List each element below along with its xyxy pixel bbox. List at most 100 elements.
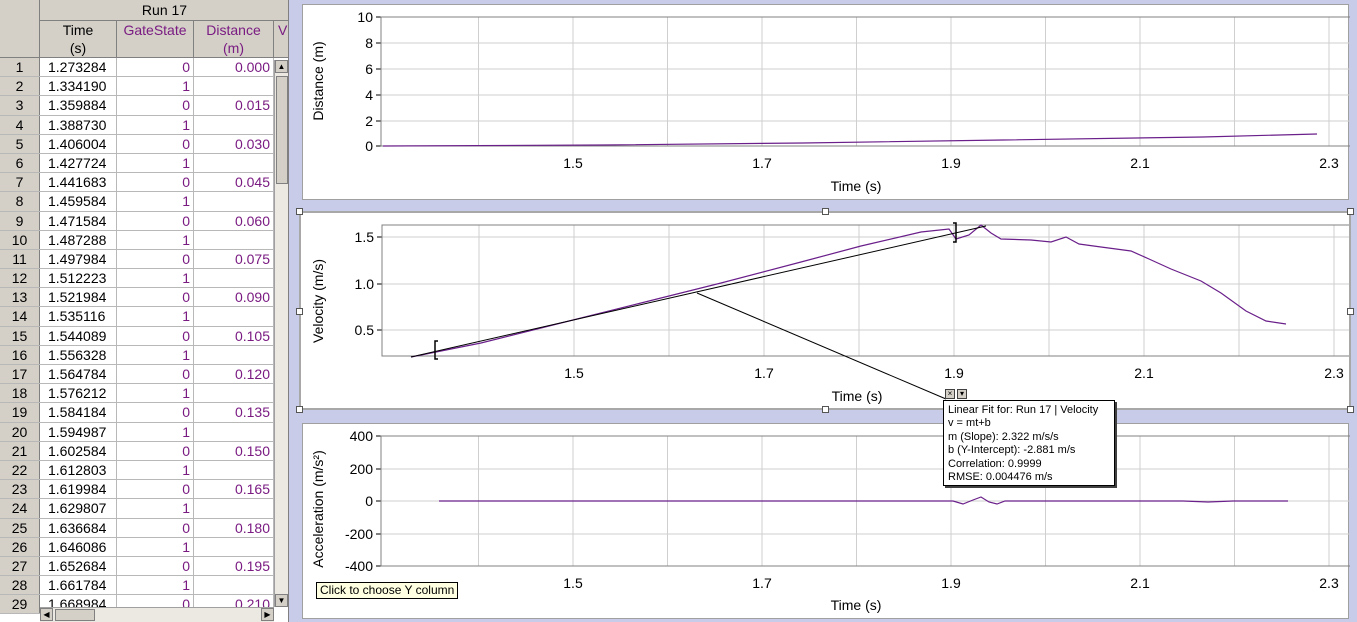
distance-cell[interactable]: 0.060 (194, 211, 274, 230)
table-row[interactable]: 3 1.359884 0 0.015 (0, 96, 274, 116)
table-row[interactable]: 8 1.459584 1 (0, 192, 274, 212)
gatestate-cell[interactable]: 1 (117, 77, 194, 96)
distance-cell[interactable]: 0.015 (194, 96, 274, 115)
time-cell[interactable]: 1.556328 (40, 345, 117, 364)
distance-cell[interactable] (194, 384, 274, 403)
distance-cell[interactable]: 0.105 (194, 326, 274, 345)
gatestate-cell[interactable]: 0 (117, 365, 194, 384)
gatestate-cell[interactable]: 1 (117, 192, 194, 211)
close-icon[interactable]: × (945, 389, 955, 399)
scroll-thumb[interactable] (55, 609, 95, 621)
row-number[interactable]: 12 (0, 269, 40, 288)
row-number[interactable]: 29 (0, 595, 40, 614)
gatestate-cell[interactable]: 0 (117, 595, 194, 614)
resize-handle[interactable] (822, 208, 829, 215)
table-row[interactable]: 20 1.594987 1 (0, 422, 274, 442)
time-cell[interactable]: 1.576212 (40, 384, 117, 403)
distance-cell[interactable] (194, 77, 274, 96)
options-icon[interactable]: ▾ (957, 389, 967, 399)
scroll-left-icon[interactable]: ◀ (40, 608, 53, 621)
time-cell[interactable]: 1.619984 (40, 480, 117, 499)
row-number[interactable]: 17 (0, 365, 40, 384)
gatestate-cell[interactable]: 1 (117, 153, 194, 173)
distance-cell[interactable]: 0.075 (194, 249, 274, 269)
gatestate-cell[interactable]: 1 (117, 115, 194, 134)
row-number[interactable]: 24 (0, 499, 40, 518)
linear-fit-annotation[interactable]: Linear Fit for: Run 17 | Velocity v = mt… (943, 400, 1115, 486)
time-cell[interactable]: 1.594987 (40, 422, 117, 441)
x-axis-label[interactable]: Time (s) (831, 178, 882, 194)
gatestate-cell[interactable]: 1 (117, 345, 194, 364)
gatestate-cell[interactable]: 0 (117, 58, 194, 77)
time-cell[interactable]: 1.334190 (40, 77, 117, 96)
linear-fit-line[interactable] (410, 225, 987, 358)
time-cell[interactable]: 1.487288 (40, 230, 117, 249)
table-row[interactable]: 1 1.273284 0 0.000 (0, 58, 274, 78)
distance-cell[interactable] (194, 422, 274, 441)
x-axis-label[interactable]: Time (s) (831, 597, 882, 613)
gatestate-cell[interactable]: 0 (117, 326, 194, 345)
resize-handle[interactable] (296, 406, 303, 413)
distance-cell[interactable]: 0.150 (194, 441, 274, 460)
table-row[interactable]: 2 1.334190 1 (0, 77, 274, 97)
row-number[interactable]: 25 (0, 518, 40, 537)
distance-cell[interactable]: 0.000 (194, 58, 274, 77)
row-number[interactable]: 10 (0, 230, 40, 249)
resize-handle[interactable] (1347, 208, 1354, 215)
row-number[interactable]: 6 (0, 153, 40, 173)
time-cell[interactable]: 1.602584 (40, 441, 117, 460)
distance-graph[interactable]: 10 8 6 4 2 0 1.5 1.7 1.9 2.1 2.3 Distance (m) Tim… (302, 4, 1350, 200)
time-cell[interactable]: 1.471584 (40, 211, 117, 230)
distance-cell[interactable] (194, 192, 274, 211)
gatestate-cell[interactable]: 0 (117, 441, 194, 460)
distance-cell[interactable] (194, 576, 274, 595)
gatestate-cell[interactable]: 1 (117, 499, 194, 518)
row-number[interactable]: 21 (0, 441, 40, 460)
y-axis-label[interactable]: Acceleration (m/s²) (310, 450, 326, 567)
gatestate-cell[interactable]: 0 (117, 480, 194, 499)
gatestate-cell[interactable]: 1 (117, 230, 194, 249)
distance-cell[interactable] (194, 307, 274, 326)
y-axis-label[interactable]: Distance (m) (310, 41, 326, 120)
x-axis-label[interactable]: Time (s) (832, 388, 883, 404)
resize-handle[interactable] (296, 308, 303, 315)
row-number[interactable]: 8 (0, 192, 40, 211)
table-row[interactable]: 7 1.441683 0 0.045 (0, 173, 274, 193)
distance-cell[interactable] (194, 269, 274, 288)
row-number[interactable]: 19 (0, 403, 40, 422)
row-number[interactable]: 22 (0, 460, 40, 480)
time-cell[interactable]: 1.544089 (40, 326, 117, 345)
y-axis-label[interactable]: Velocity (m/s) (310, 259, 326, 343)
distance-cell[interactable]: 0.135 (194, 403, 274, 422)
table-row[interactable]: 14 1.535116 1 (0, 307, 274, 327)
distance-cell[interactable] (194, 230, 274, 249)
column-header-gatestate[interactable]: GateState (117, 21, 194, 58)
gatestate-cell[interactable]: 0 (117, 288, 194, 307)
row-number[interactable]: 11 (0, 249, 40, 269)
gatestate-cell[interactable]: 1 (117, 460, 194, 480)
table-row[interactable]: 21 1.602584 0 0.150 (0, 441, 274, 461)
table-row[interactable]: 5 1.406004 0 0.030 (0, 134, 274, 154)
table-row[interactable]: 24 1.629807 1 (0, 499, 274, 519)
table-row[interactable]: 25 1.636684 0 0.180 (0, 518, 274, 538)
table-row[interactable]: 28 1.661784 1 (0, 576, 274, 596)
row-number[interactable]: 9 (0, 211, 40, 230)
gatestate-cell[interactable]: 0 (117, 556, 194, 576)
gatestate-cell[interactable]: 0 (117, 134, 194, 153)
distance-cell[interactable]: 0.120 (194, 365, 274, 384)
distance-cell[interactable] (194, 460, 274, 480)
time-cell[interactable]: 1.629807 (40, 499, 117, 518)
table-row[interactable]: 10 1.487288 1 (0, 230, 274, 250)
gatestate-cell[interactable]: 0 (117, 211, 194, 230)
distance-cell[interactable] (194, 499, 274, 518)
distance-cell[interactable]: 0.180 (194, 518, 274, 537)
range-end-bracket[interactable] (953, 222, 957, 243)
table-row[interactable]: 16 1.556328 1 (0, 345, 274, 365)
distance-cell[interactable]: 0.045 (194, 173, 274, 192)
table-row[interactable]: 9 1.471584 0 0.060 (0, 211, 274, 231)
row-number[interactable]: 5 (0, 134, 40, 153)
velocity-graph[interactable]: 1.5 1.0 0.5 1.5 1.7 1.9 2.1 2.3 Velocity (m/s)… (296, 208, 1354, 413)
time-cell[interactable]: 1.512223 (40, 269, 117, 288)
time-cell[interactable]: 1.636684 (40, 518, 117, 537)
table-row[interactable]: 26 1.646086 1 (0, 537, 274, 557)
